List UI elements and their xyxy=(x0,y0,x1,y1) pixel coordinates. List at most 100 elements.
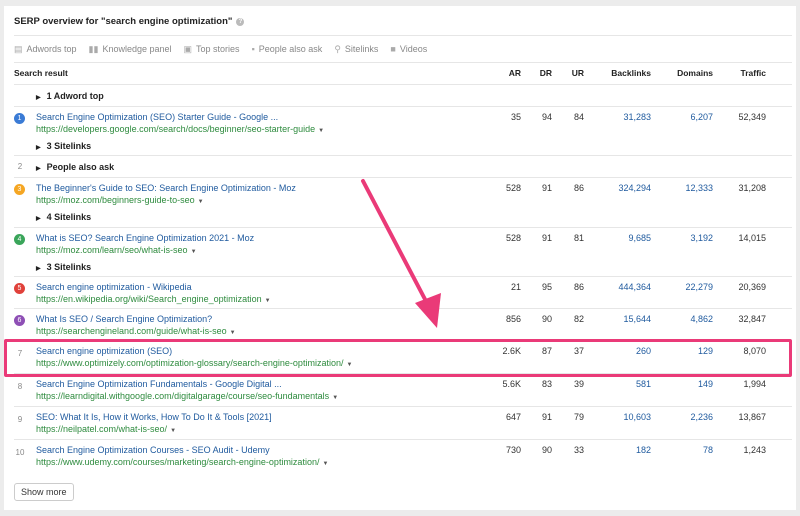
caret-down-icon[interactable]: ▼ xyxy=(318,128,325,134)
people-also-ask-icon: ▪ xyxy=(251,44,255,54)
adword-toggle[interactable]: ▶ 1 Adword top xyxy=(36,91,104,101)
position-badge: 5 xyxy=(14,283,25,294)
video-icon: ■ xyxy=(390,44,396,54)
caret-down-icon[interactable]: ▼ xyxy=(332,395,339,401)
ur-value: 39 xyxy=(573,379,584,389)
expand-icon: ▶ xyxy=(36,216,41,222)
backlinks-value[interactable]: 15,644 xyxy=(623,314,651,324)
caret-down-icon[interactable]: ▼ xyxy=(190,249,197,255)
backlinks-value[interactable]: 260 xyxy=(635,346,651,356)
domains-value[interactable]: 149 xyxy=(697,379,713,389)
caret-down-icon[interactable]: ▼ xyxy=(264,298,271,304)
ar-value: 21 xyxy=(510,282,521,292)
filter-people-also-ask[interactable]: ▪ People also ask xyxy=(252,44,323,55)
traffic-value: 14,015 xyxy=(738,233,766,243)
position-number: 10 xyxy=(15,448,25,457)
header-backlinks[interactable]: Backlinks xyxy=(611,68,651,78)
backlinks-value[interactable]: 581 xyxy=(635,379,651,389)
result-title-link[interactable]: What Is SEO / Search Engine Optimization… xyxy=(36,314,213,324)
result-row: 10 Search Engine Optimization Courses - S… xyxy=(14,439,792,473)
backlinks-value[interactable]: 182 xyxy=(635,445,651,455)
ur-value: 86 xyxy=(573,282,584,292)
result-url[interactable]: https://www.optimizely.com/optimization-… xyxy=(36,358,352,368)
table-header: Search result AR DR UR Backlinks Domains… xyxy=(14,68,792,84)
filter-sitelinks[interactable]: ⚲ Sitelinks xyxy=(334,44,378,55)
filter-label: Sitelinks xyxy=(344,44,379,54)
header-traffic[interactable]: Traffic xyxy=(740,68,766,78)
filter-label: People also ask xyxy=(258,44,323,54)
result-url[interactable]: https://en.wikipedia.org/wiki/Search_eng… xyxy=(36,294,271,304)
ur-value: 81 xyxy=(573,233,584,243)
backlinks-value[interactable]: 31,283 xyxy=(623,112,651,122)
caret-down-icon[interactable]: ▼ xyxy=(170,428,177,434)
caret-down-icon[interactable]: ▼ xyxy=(197,199,204,205)
backlinks-value[interactable]: 9,685 xyxy=(628,233,651,243)
url-text: https://learndigital.withgoogle.com/digi… xyxy=(36,391,330,401)
header-ar[interactable]: AR xyxy=(508,68,521,78)
header-search-result[interactable]: Search result xyxy=(14,68,68,78)
backlinks-value[interactable]: 324,294 xyxy=(618,183,651,193)
show-more-button[interactable]: Show more xyxy=(14,483,74,501)
result-url[interactable]: https://searchengineland.com/guide/what-… xyxy=(36,326,236,336)
sitelinks-toggle[interactable]: ▶ 3 Sitelinks xyxy=(36,262,91,272)
sitelinks-toggle[interactable]: ▶ 4 Sitelinks xyxy=(36,212,91,222)
header-dr[interactable]: DR xyxy=(539,68,552,78)
result-url[interactable]: https://neilpatel.com/what-is-seo/▼ xyxy=(36,424,176,434)
dr-value: 91 xyxy=(541,183,552,193)
backlinks-value[interactable]: 10,603 xyxy=(623,412,651,422)
backlinks-value[interactable]: 444,364 xyxy=(618,282,651,292)
url-text: https://www.udemy.com/courses/marketing/… xyxy=(36,457,320,467)
domains-value[interactable]: 129 xyxy=(697,346,713,356)
ur-value: 33 xyxy=(573,445,584,455)
position-badge: 3 xyxy=(14,184,25,195)
result-title-link[interactable]: Search engine optimization - Wikipedia xyxy=(36,282,192,292)
people-also-ask-toggle[interactable]: ▶ People also ask xyxy=(36,162,114,172)
link-icon: ⚲ xyxy=(334,44,341,54)
header-ur[interactable]: UR xyxy=(571,68,584,78)
filter-videos[interactable]: ■ Videos xyxy=(390,44,427,55)
header-domains[interactable]: Domains xyxy=(677,68,713,78)
result-title-link[interactable]: SEO: What It Is, How it Works, How To Do… xyxy=(36,412,272,422)
filter-label: Knowledge panel xyxy=(102,44,172,54)
traffic-value: 8,070 xyxy=(743,346,766,356)
result-url[interactable]: https://moz.com/beginners-guide-to-seo ▼ xyxy=(36,195,204,205)
sitelinks-label: 4 Sitelinks xyxy=(46,212,92,222)
domains-value[interactable]: 12,333 xyxy=(685,183,713,193)
result-row: 8 Search Engine Optimization Fundamentals… xyxy=(14,373,792,406)
result-row: 9 SEO: What It Is, How it Works, How To D… xyxy=(14,406,792,439)
result-title-link[interactable]: Search engine optimization (SEO) xyxy=(36,346,173,356)
filter-knowledge-panel[interactable]: ▮▮ Knowledge panel xyxy=(89,44,172,55)
ar-value: 647 xyxy=(505,412,521,422)
result-url[interactable]: https://moz.com/learn/seo/what-is-seo ▼ xyxy=(36,245,197,255)
sitelinks-label: 3 Sitelinks xyxy=(46,262,92,272)
filter-top-stories[interactable]: ▣ Top stories xyxy=(184,44,240,55)
domains-value[interactable]: 3,192 xyxy=(690,233,713,243)
domains-value[interactable]: 4,862 xyxy=(690,314,713,324)
filter-adwords-top[interactable]: ▤ Adwords top xyxy=(14,44,77,55)
arrow-shaft xyxy=(361,179,430,307)
position-badge: 6 xyxy=(14,315,25,326)
result-url[interactable]: https://developers.google.com/search/doc… xyxy=(36,124,324,134)
result-title-link[interactable]: Search Engine Optimization (SEO) Starter… xyxy=(36,112,279,122)
dr-value: 91 xyxy=(541,233,552,243)
result-title-link[interactable]: The Beginner's Guide to SEO: Search Engi… xyxy=(36,183,296,193)
adword-label: 1 Adword top xyxy=(46,91,104,101)
help-icon[interactable]: ? xyxy=(236,18,245,26)
domains-value[interactable]: 6,207 xyxy=(690,112,713,122)
result-url[interactable]: https://www.udemy.com/courses/marketing/… xyxy=(36,457,328,467)
result-url[interactable]: https://learndigital.withgoogle.com/digi… xyxy=(36,391,338,401)
caret-down-icon[interactable]: ▼ xyxy=(229,330,236,336)
result-title-link[interactable]: Search Engine Optimization Fundamentals … xyxy=(36,379,282,389)
result-title-link[interactable]: What is SEO? Search Engine Optimization … xyxy=(36,233,255,243)
position-number: 9 xyxy=(17,415,23,424)
domains-value[interactable]: 78 xyxy=(702,445,713,455)
paa-label: People also ask xyxy=(46,162,115,172)
caret-down-icon[interactable]: ▼ xyxy=(322,461,329,467)
result-title-link[interactable]: Search Engine Optimization Courses - SEO… xyxy=(36,445,270,455)
domains-value[interactable]: 2,236 xyxy=(690,412,713,422)
sitelinks-toggle[interactable]: ▶ 3 Sitelinks xyxy=(36,141,91,151)
result-row: 5 Search engine optimization - Wikipedia … xyxy=(14,276,792,308)
caret-down-icon[interactable]: ▼ xyxy=(346,362,353,368)
domains-value[interactable]: 22,279 xyxy=(685,282,713,292)
result-row: 6 What Is SEO / Search Engine Optimizatio… xyxy=(14,308,792,340)
